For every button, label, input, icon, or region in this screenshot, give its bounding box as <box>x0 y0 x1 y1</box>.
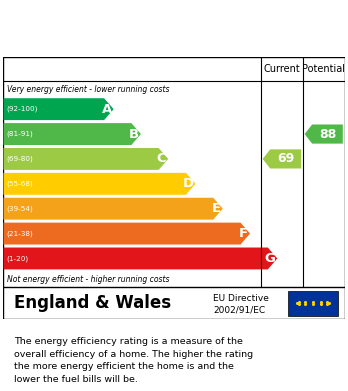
Polygon shape <box>3 198 223 220</box>
Text: 69: 69 <box>277 152 294 165</box>
Text: EU Directive: EU Directive <box>213 294 269 303</box>
Bar <box>288 291 338 316</box>
Polygon shape <box>263 149 301 169</box>
Text: Potential: Potential <box>302 64 345 74</box>
Text: 88: 88 <box>319 127 336 140</box>
Text: (81-91): (81-91) <box>6 131 33 137</box>
Text: Energy Efficiency Rating: Energy Efficiency Rating <box>14 19 243 38</box>
Text: F: F <box>239 227 248 240</box>
Polygon shape <box>3 123 141 145</box>
Polygon shape <box>3 173 196 195</box>
Text: C: C <box>157 152 166 165</box>
Text: England & Wales: England & Wales <box>14 294 171 312</box>
Text: D: D <box>183 177 194 190</box>
Text: 2002/91/EC: 2002/91/EC <box>213 305 265 314</box>
Text: Not energy efficient - higher running costs: Not energy efficient - higher running co… <box>7 275 169 284</box>
Text: G: G <box>265 252 276 265</box>
Text: E: E <box>212 202 221 215</box>
Text: The energy efficiency rating is a measure of the
overall efficiency of a home. T: The energy efficiency rating is a measur… <box>14 337 253 384</box>
Text: (69-80): (69-80) <box>6 156 33 162</box>
Polygon shape <box>3 222 250 244</box>
Text: (55-68): (55-68) <box>6 181 33 187</box>
Polygon shape <box>3 248 277 269</box>
Text: A: A <box>102 103 112 116</box>
Polygon shape <box>3 148 168 170</box>
Text: (39-54): (39-54) <box>6 205 33 212</box>
Text: (92-100): (92-100) <box>6 106 38 113</box>
Text: (21-38): (21-38) <box>6 230 33 237</box>
Text: Current: Current <box>263 64 300 74</box>
Text: B: B <box>129 127 139 140</box>
Polygon shape <box>3 98 114 120</box>
Polygon shape <box>304 124 343 143</box>
Text: Very energy efficient - lower running costs: Very energy efficient - lower running co… <box>7 85 169 94</box>
Text: (1-20): (1-20) <box>6 255 28 262</box>
